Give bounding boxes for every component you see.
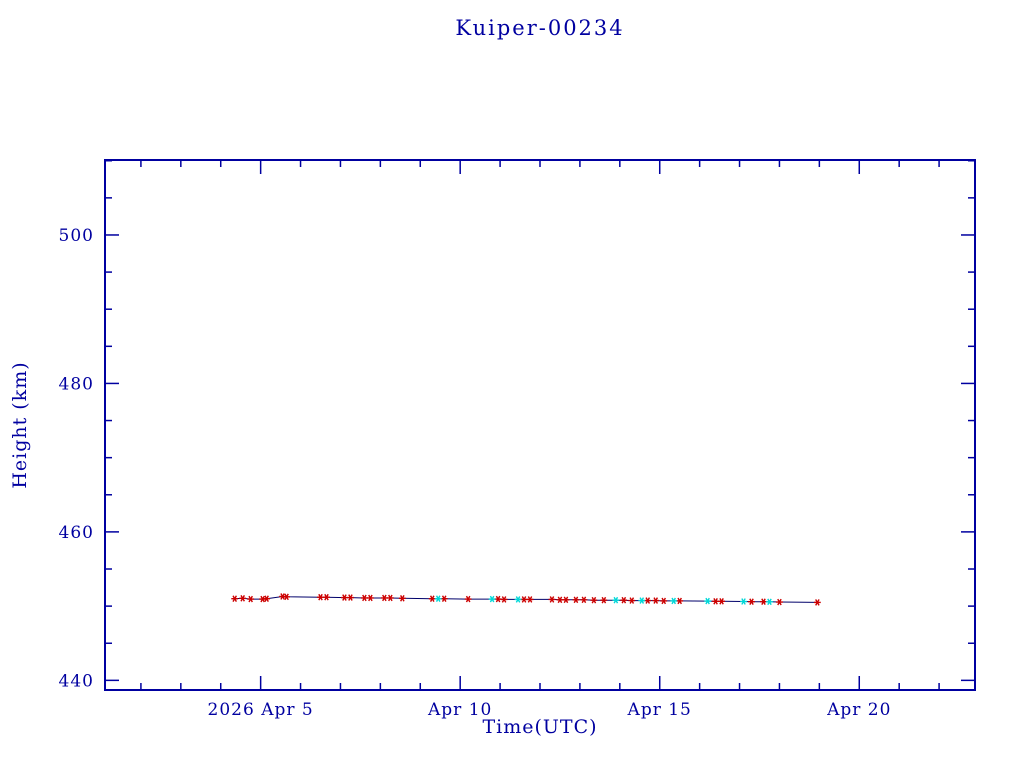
height-obs-red-marker xyxy=(776,598,783,606)
plot-box xyxy=(104,159,976,691)
height-obs-cyan-marker xyxy=(514,596,522,603)
height-obs-red-marker xyxy=(317,593,324,601)
height-obs-red-marker xyxy=(644,597,652,604)
x-axis-label: Time(UTC) xyxy=(482,716,598,738)
x-tick-label: Apr 20 xyxy=(826,700,891,720)
height-obs-red-marker xyxy=(323,593,330,601)
x-tick-label: Apr 15 xyxy=(627,700,692,720)
height-obs-red-marker xyxy=(580,596,588,604)
height-obs-red-marker xyxy=(366,594,374,602)
height-obs-red-marker xyxy=(500,596,508,603)
y-tick-label: 460 xyxy=(59,523,94,543)
height-obs-red-marker xyxy=(361,594,368,602)
height-obs-red-marker xyxy=(247,595,255,603)
height-obs-red-marker xyxy=(380,594,388,602)
x-tick-label: 2026 Apr 5 xyxy=(208,700,314,720)
height-obs-red-marker xyxy=(526,596,534,603)
height-obs-cyan-marker xyxy=(766,598,773,606)
chart-title: Kuiper-00234 xyxy=(455,16,625,40)
height-obs-red-marker xyxy=(231,595,239,602)
height-obs-red-marker xyxy=(548,596,556,603)
height-obs-red-marker xyxy=(428,595,436,602)
height-obs-cyan-marker xyxy=(638,597,646,604)
height-obs-cyan-marker xyxy=(740,598,747,605)
height-obs-red-marker xyxy=(813,599,821,606)
height-obs-red-marker xyxy=(628,597,636,604)
height-obs-red-marker xyxy=(386,594,394,602)
y-tick-label: 440 xyxy=(59,671,94,691)
height-obs-red-marker xyxy=(718,598,725,605)
height-obs-red-marker xyxy=(283,593,290,601)
height-obs-red-marker xyxy=(398,595,406,602)
height-obs-red-marker xyxy=(464,595,472,603)
height-obs-red-marker xyxy=(760,598,767,605)
y-tick-label: 480 xyxy=(59,374,94,394)
height-obs-red-marker xyxy=(520,596,528,603)
height-obs-red-marker xyxy=(712,598,719,605)
height-obs-red-marker xyxy=(620,596,628,604)
height-obs-red-marker xyxy=(239,595,247,602)
height-obs-red-marker xyxy=(676,597,684,605)
y-tick-label: 500 xyxy=(59,226,94,246)
height-obs-red-marker xyxy=(263,595,271,602)
height-obs-red-marker xyxy=(652,597,660,604)
height-obs-red-marker xyxy=(347,594,354,601)
height-obs-cyan-marker xyxy=(670,597,678,605)
height-obs-red-marker xyxy=(660,597,668,605)
height-obs-cyan-marker xyxy=(434,595,442,602)
height-obs-red-marker xyxy=(590,596,598,604)
height-obs-red-marker xyxy=(572,596,580,604)
height-obs-red-marker xyxy=(494,595,502,603)
height-obs-cyan-marker xyxy=(612,596,620,604)
height-obs-red-marker xyxy=(600,596,608,604)
height-obs-red-marker xyxy=(556,596,564,604)
height-obs-red-marker xyxy=(748,598,755,605)
height-obs-cyan-marker xyxy=(488,595,496,603)
x-tick-label: Apr 10 xyxy=(427,700,492,720)
height-obs-red-marker xyxy=(341,594,348,601)
height-obs-cyan-marker xyxy=(704,597,712,605)
height-obs-red-marker xyxy=(562,596,570,604)
height-obs-red-marker xyxy=(440,595,448,602)
